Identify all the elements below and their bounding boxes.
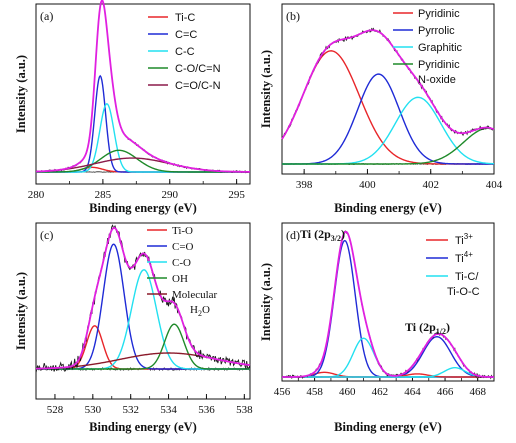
annotation-ti-2p32: Ti (2p3/2) xyxy=(300,227,345,243)
panel-d-xtick-label-2: 460 xyxy=(339,386,356,398)
panel-c-raw-data xyxy=(35,224,251,373)
panel-b-xlabel: Binding energy (eV) xyxy=(334,201,442,215)
panel-c-xtick-label-0: 528 xyxy=(47,404,64,416)
panel-b-xtick-label-1: 400 xyxy=(359,179,376,191)
panel-d-xlabel: Binding energy (eV) xyxy=(334,420,442,434)
panel-a-label: (a) xyxy=(40,9,53,23)
panel-d-xtick-label-6: 468 xyxy=(469,386,486,398)
panel-d-legend: Ti3+ Ti4+ Ti-C/ Ti-O-C xyxy=(426,232,480,298)
panel-d-ylabel: Intensity (a.u.) xyxy=(259,263,273,341)
panel-d-frame xyxy=(281,222,495,382)
panel-a-frame xyxy=(35,3,251,185)
panel-a-xtick-label-1: 285 xyxy=(95,189,112,201)
panel-d-series-2 xyxy=(282,337,494,378)
panel-c-series-1 xyxy=(36,243,250,370)
panel-a-series-3 xyxy=(36,149,250,173)
legend-a-label-1: C=C xyxy=(175,29,197,41)
legend-c-label-4: Molecular xyxy=(172,289,218,301)
legend-c-label-3: OH xyxy=(172,273,188,285)
panel-d-series-3 xyxy=(282,335,494,378)
legend-b-label-0: Pyridinic xyxy=(418,8,460,20)
panel-c-ylabel: Intensity (a.u.) xyxy=(14,272,28,350)
legend-a-label-4: C=O/C-N xyxy=(175,80,221,92)
panel-d-label: (d) xyxy=(286,228,300,242)
panel-b-label: (b) xyxy=(286,9,300,23)
panel-b-xtick-label-3: 404 xyxy=(486,179,503,191)
panel-a-xtick-label-2: 290 xyxy=(162,189,179,201)
annotation-ti-2p12: Ti (2p1/2) xyxy=(405,320,450,336)
legend-d-label-2b: Ti-O-C xyxy=(447,286,480,298)
legend-c-label-2: C-O xyxy=(172,257,191,269)
panel-a-xlabel: Binding energy (eV) xyxy=(89,201,197,215)
panel-b-ylabel: Intensity (a.u.) xyxy=(259,50,273,128)
panel-b-frame xyxy=(281,3,495,175)
legend-a-label-2: C-C xyxy=(175,46,195,58)
panel-b-envelope xyxy=(281,29,495,140)
legend-a-label-3: C-O/C=N xyxy=(175,63,221,75)
legend-b-label-3b: N-oxide xyxy=(418,74,456,86)
legend-c-label-4b: H2O xyxy=(190,304,210,318)
panel-a-envelope xyxy=(35,0,250,173)
panel-a-xtick-label-0: 280 xyxy=(28,189,45,201)
panel-b-series-3 xyxy=(282,127,495,165)
panel-b: (b) Intensity (a.u.) Binding energy (eV)… xyxy=(259,3,503,215)
panel-c-frame xyxy=(35,222,251,400)
panel-c-envelope xyxy=(35,226,251,370)
panel-a-ylabel: Intensity (a.u.) xyxy=(14,55,28,133)
legend-b-label-3: Pyridinic xyxy=(418,59,460,71)
panel-c-xtick-label-2: 532 xyxy=(122,404,139,416)
legend-d-label-1: Ti4+ xyxy=(455,250,473,265)
panel-c-label: (c) xyxy=(40,228,53,242)
legend-b-label-1: Pyrrolic xyxy=(418,25,455,37)
panel-c-series-2 xyxy=(36,269,250,370)
panel-c-series-3 xyxy=(36,323,250,370)
panel-d-xtick-label-5: 466 xyxy=(437,386,454,398)
panel-b-xtick-label-2: 402 xyxy=(422,179,439,191)
legend-c-label-1: C=O xyxy=(172,241,194,253)
panel-c-xtick-label-3: 534 xyxy=(160,404,177,416)
panel-a-legend: Ti-C C=C C-C C-O/C=N C=O/C-N xyxy=(148,12,221,92)
panel-c-xtick-label-5: 538 xyxy=(236,404,253,416)
legend-d-label-2: Ti-C/ xyxy=(455,271,479,283)
panel-c: (c) Intensity (a.u.) Binding energy (eV)… xyxy=(14,222,253,434)
panel-d: (d) Intensity (a.u.) Binding energy (eV)… xyxy=(259,222,495,434)
legend-c-label-0: Ti-O xyxy=(172,225,193,237)
panel-a-xtick-label-3: 295 xyxy=(228,189,245,201)
panel-c-xlabel: Binding energy (eV) xyxy=(89,420,197,434)
panel-a: (a) Intensity (a.u.) Binding energy (eV)… xyxy=(14,0,251,215)
panel-c-xtick-label-1: 530 xyxy=(85,404,102,416)
panel-d-xtick-label-3: 462 xyxy=(372,386,389,398)
panel-c-legend: Ti-O C=O C-O OH Molecular H2O xyxy=(147,225,218,318)
panel-d-xtick-label-4: 464 xyxy=(404,386,421,398)
panel-d-envelope xyxy=(282,230,494,378)
panel-a-series-2 xyxy=(36,103,250,173)
legend-d-label-0: Ti3+ xyxy=(455,232,473,247)
panel-d-series-5 xyxy=(282,366,494,378)
panel-b-series-1 xyxy=(282,73,494,165)
panel-b-legend: Pyridinic Pyrrolic Graphitic Pyridinic N… xyxy=(393,8,463,86)
panel-b-series-2 xyxy=(282,96,495,165)
panel-b-xtick-label-0: 398 xyxy=(296,179,313,191)
panel-d-xtick-label-0: 456 xyxy=(274,386,291,398)
legend-b-label-2: Graphitic xyxy=(418,42,463,54)
panel-c-xtick-label-4: 536 xyxy=(198,404,215,416)
panel-d-xtick-label-1: 458 xyxy=(306,386,323,398)
legend-a-label-0: Ti-C xyxy=(175,12,195,24)
